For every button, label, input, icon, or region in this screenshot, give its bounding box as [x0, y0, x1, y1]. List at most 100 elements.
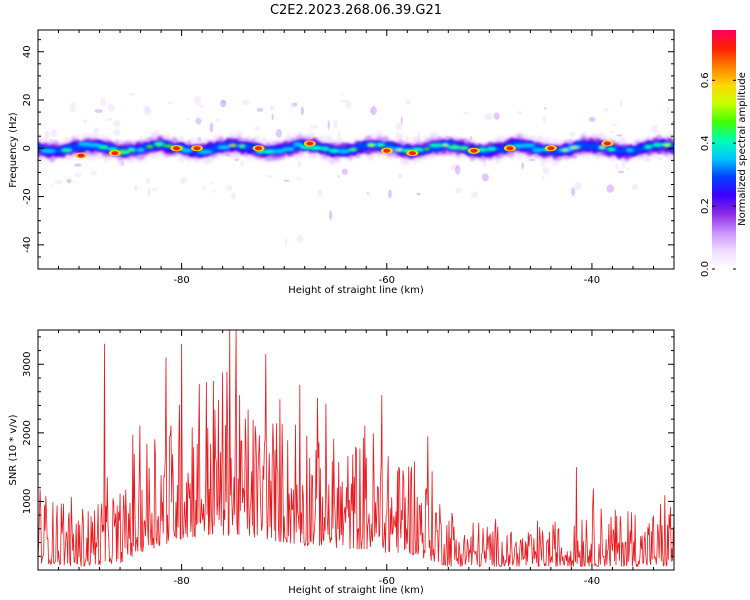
heatmap-noise-blob [542, 166, 550, 175]
heatmap-core-cell [644, 144, 653, 150]
heatmap-noise-blob [395, 132, 403, 142]
heatmap-core-cell [272, 149, 286, 154]
spectrogram-y-tick-label: 0 [22, 145, 33, 151]
heatmap-noise-blob [50, 184, 54, 187]
heatmap-peak [603, 141, 611, 146]
heatmap-noise-blob [240, 160, 245, 167]
heatmap-peak [470, 148, 478, 153]
heatmap-core-cell [156, 143, 162, 147]
snr-y-tick-label: 1000 [22, 489, 33, 514]
heatmap-noise-blob [105, 118, 113, 121]
heatmap-noise-blob [571, 187, 576, 197]
spectrogram-ticks: -80 -60 -40 -40 -20 0 20 40 [22, 30, 675, 286]
heatmap-noise-blob [82, 119, 88, 124]
heatmap-noise-blob [484, 113, 493, 121]
heatmap-noise-blob [521, 162, 524, 170]
heatmap-core-cell [486, 146, 497, 152]
heatmap-noise-blob [145, 178, 150, 185]
heatmap-noise-blob [366, 192, 370, 195]
heatmap-peak [193, 146, 201, 151]
heatmap-noise-blob [66, 178, 72, 184]
snr-panel: -80 -60 -40 1000 2000 3000 Height of straight… [8, 329, 675, 596]
heatmap-noise-blob [256, 108, 264, 112]
figure-title: C2E2.2023.268.06.39.G21 [270, 3, 442, 18]
heatmap-noise-blob [275, 129, 282, 138]
heatmap-noise-blob [202, 185, 206, 190]
heatmap-core-cell [126, 149, 136, 153]
heatmap-noise-blob [317, 189, 323, 198]
heatmap-noise-blob [615, 162, 619, 170]
heatmap-noise-blob [184, 117, 190, 120]
heatmap-noise-blob [199, 104, 204, 108]
colorbar-tick-label: 0.4 [700, 135, 711, 151]
heatmap-noise-blob [651, 124, 659, 134]
heatmap-noise-blob [666, 106, 670, 114]
colorbar-label: Normalized spectral amplitude [737, 72, 748, 226]
heatmap-noise-blob [339, 93, 344, 96]
heatmap-core-cell [281, 147, 295, 152]
heatmap-noise-blob [226, 184, 233, 191]
heatmap-noise-blob [94, 109, 103, 113]
heatmap-core-cell [442, 143, 448, 147]
heatmap-core-cell [153, 141, 165, 147]
heatmap-noise-blob [341, 168, 348, 175]
heatmap-noise-blob [147, 187, 151, 198]
heatmap-noise-blob [611, 123, 619, 127]
spectrogram-y-tick-label: -40 [22, 237, 33, 253]
heatmap-noise-blob [626, 167, 630, 171]
heatmap-noise-blob [50, 129, 58, 138]
heatmap-noise-blob [327, 120, 330, 130]
heatmap-noise-blob [265, 175, 274, 178]
heatmap-noise-blob [616, 134, 623, 137]
heatmap-noise-blob [622, 160, 625, 170]
heatmap-noise-blob [230, 192, 237, 200]
snr-x-tick-label: -60 [379, 576, 395, 587]
heatmap-core-cell [328, 148, 340, 154]
heatmap-noise-blob [74, 163, 82, 167]
heatmap-noise-blob [152, 188, 158, 191]
heatmap-noise-blob [74, 172, 82, 178]
heatmap-core-cell [217, 145, 230, 150]
snr-x-tick-label: -40 [584, 576, 600, 587]
heatmap-noise-blob [271, 113, 274, 121]
colorbar-tick-label: 0.6 [700, 72, 711, 88]
heatmap-noise-blob [209, 181, 212, 185]
spectrogram-frame [37, 29, 675, 270]
heatmap-core-cell [571, 146, 578, 150]
heatmap-core-cell [663, 144, 670, 148]
heatmap-core-cell [146, 145, 154, 149]
heatmap-noise-blob [234, 158, 240, 161]
heatmap-peak [111, 151, 119, 156]
heatmap-noise-blob [107, 103, 115, 112]
heatmap-core-cell [87, 142, 102, 148]
heatmap-core-cell [239, 144, 246, 148]
heatmap-noise-blob [544, 107, 547, 110]
spectrogram-x-tick-label: -80 [173, 275, 189, 286]
heatmap-noise-blob [400, 115, 403, 125]
heatmap-noise-blob [296, 177, 302, 180]
colorbar-tick-label: 0.2 [700, 198, 711, 214]
heatmap-noise-blob [588, 116, 596, 122]
heatmap-noise-blob [395, 122, 402, 131]
snr-x-tick-label: -80 [173, 576, 189, 587]
heatmap-peak [383, 148, 391, 153]
heatmap-noise-blob [209, 122, 214, 133]
spectrogram-y-axis-label: Frequency (Hz) [8, 112, 19, 188]
spectrogram-y-tick-label: 40 [22, 45, 33, 58]
spectrogram-y-tick-label: -20 [22, 188, 33, 204]
heatmap-core-cell [40, 148, 57, 154]
heatmap-core-cell [309, 145, 323, 151]
heatmap-peak [506, 146, 514, 151]
heatmap-core-cell [348, 147, 358, 151]
heatmap-noise-blob [44, 130, 50, 140]
colorbar-gradient [712, 30, 736, 269]
heatmap-noise-blob [220, 99, 227, 108]
heatmap-noise-blob [93, 127, 100, 132]
heatmap-core-cell [136, 147, 145, 153]
heatmap-core-cell [98, 145, 109, 150]
heatmap-core-cell [228, 143, 237, 147]
heatmap-core-cell [197, 149, 213, 155]
heatmap-noise-blob [656, 156, 664, 161]
heatmap-noise-blob [134, 185, 139, 192]
